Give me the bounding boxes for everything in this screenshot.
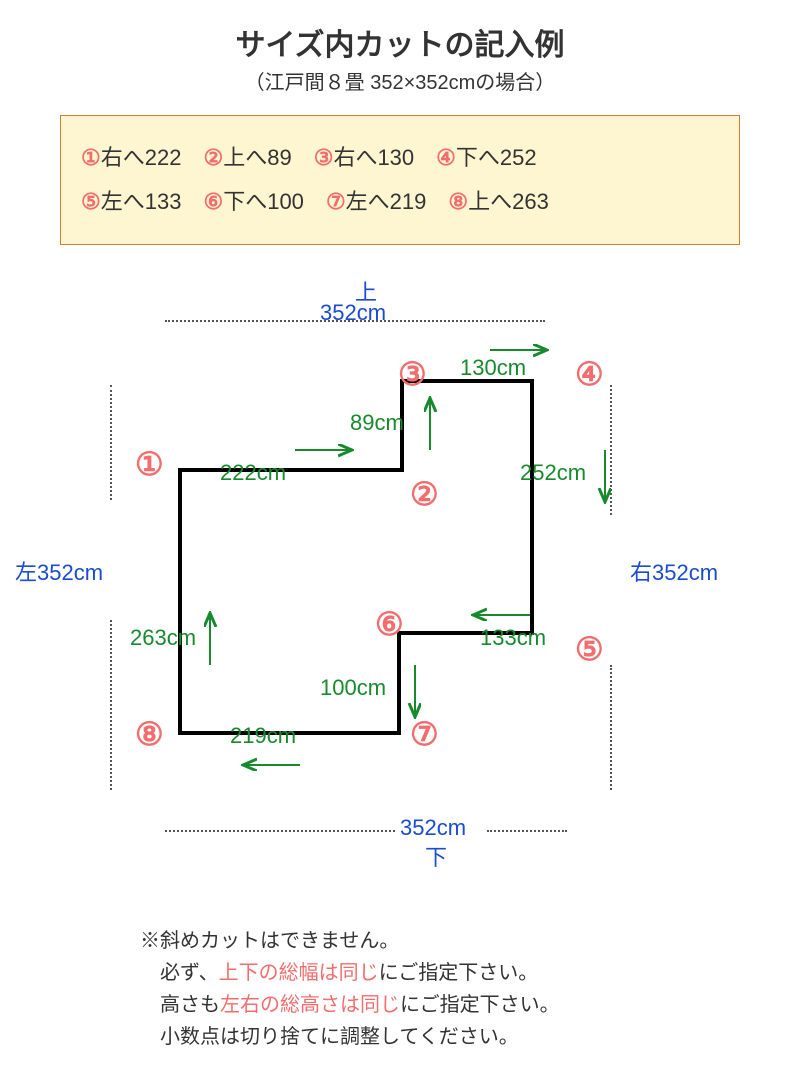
edge-6-label: 100cm (320, 675, 386, 701)
dotted-bottom-r (487, 830, 567, 832)
bottom-dim: 352cm (400, 815, 466, 841)
edge-7-label: 219cm (230, 723, 296, 749)
vertex-5: ⑤ (575, 630, 604, 668)
edge-8-label: 263cm (130, 625, 196, 651)
edge-5-label: 133cm (480, 625, 546, 651)
diagram: 上 352cm 352cm 下 左352cm 右352cm ① ② ③ ④ ⑤ … (20, 275, 780, 915)
dotted-left (110, 385, 112, 500)
edge-4-label: 252cm (520, 460, 586, 486)
page-subtitle: （江戸間８畳 352×352cmの場合） (20, 66, 780, 95)
edge-1-label: 222cm (220, 460, 286, 486)
bottom-char: 下 (425, 840, 447, 872)
edge-3-label: 130cm (460, 355, 526, 381)
vertex-8: ⑧ (135, 715, 164, 753)
note-line-2: 必ず、上下の総幅は同じにご指定下さい。 (140, 957, 700, 989)
note-line-1: ※斜めカットはできません。 (140, 925, 700, 957)
top-dim: 352cm (320, 300, 386, 326)
vertex-4: ④ (575, 355, 604, 393)
note-line-4: 小数点は切り捨てに調整してください。 (140, 1021, 700, 1053)
footer-notes: ※斜めカットはできません。 必ず、上下の総幅は同じにご指定下さい。 高さも左右の… (140, 925, 700, 1053)
vertex-1: ① (135, 445, 164, 483)
vertex-2: ② (410, 475, 439, 513)
vertex-7: ⑦ (410, 715, 439, 753)
dotted-right (610, 385, 612, 515)
left-dim: 左352cm (15, 555, 103, 587)
vertex-6: ⑥ (375, 605, 404, 643)
edge-2-label: 89cm (350, 410, 404, 436)
right-dim: 右352cm (630, 555, 718, 587)
dotted-right2 (610, 665, 612, 790)
instruction-box: ①右へ222 ②上へ89 ③右へ130 ④下へ252 ⑤左へ133 ⑥下へ100… (60, 115, 740, 245)
dotted-left2 (110, 620, 112, 790)
dotted-bottom (165, 830, 395, 832)
page-title: サイズ内カットの記入例 (20, 20, 780, 64)
note-line-3: 高さも左右の総高さは同じにご指定下さい。 (140, 989, 700, 1021)
vertex-3: ③ (398, 355, 427, 393)
